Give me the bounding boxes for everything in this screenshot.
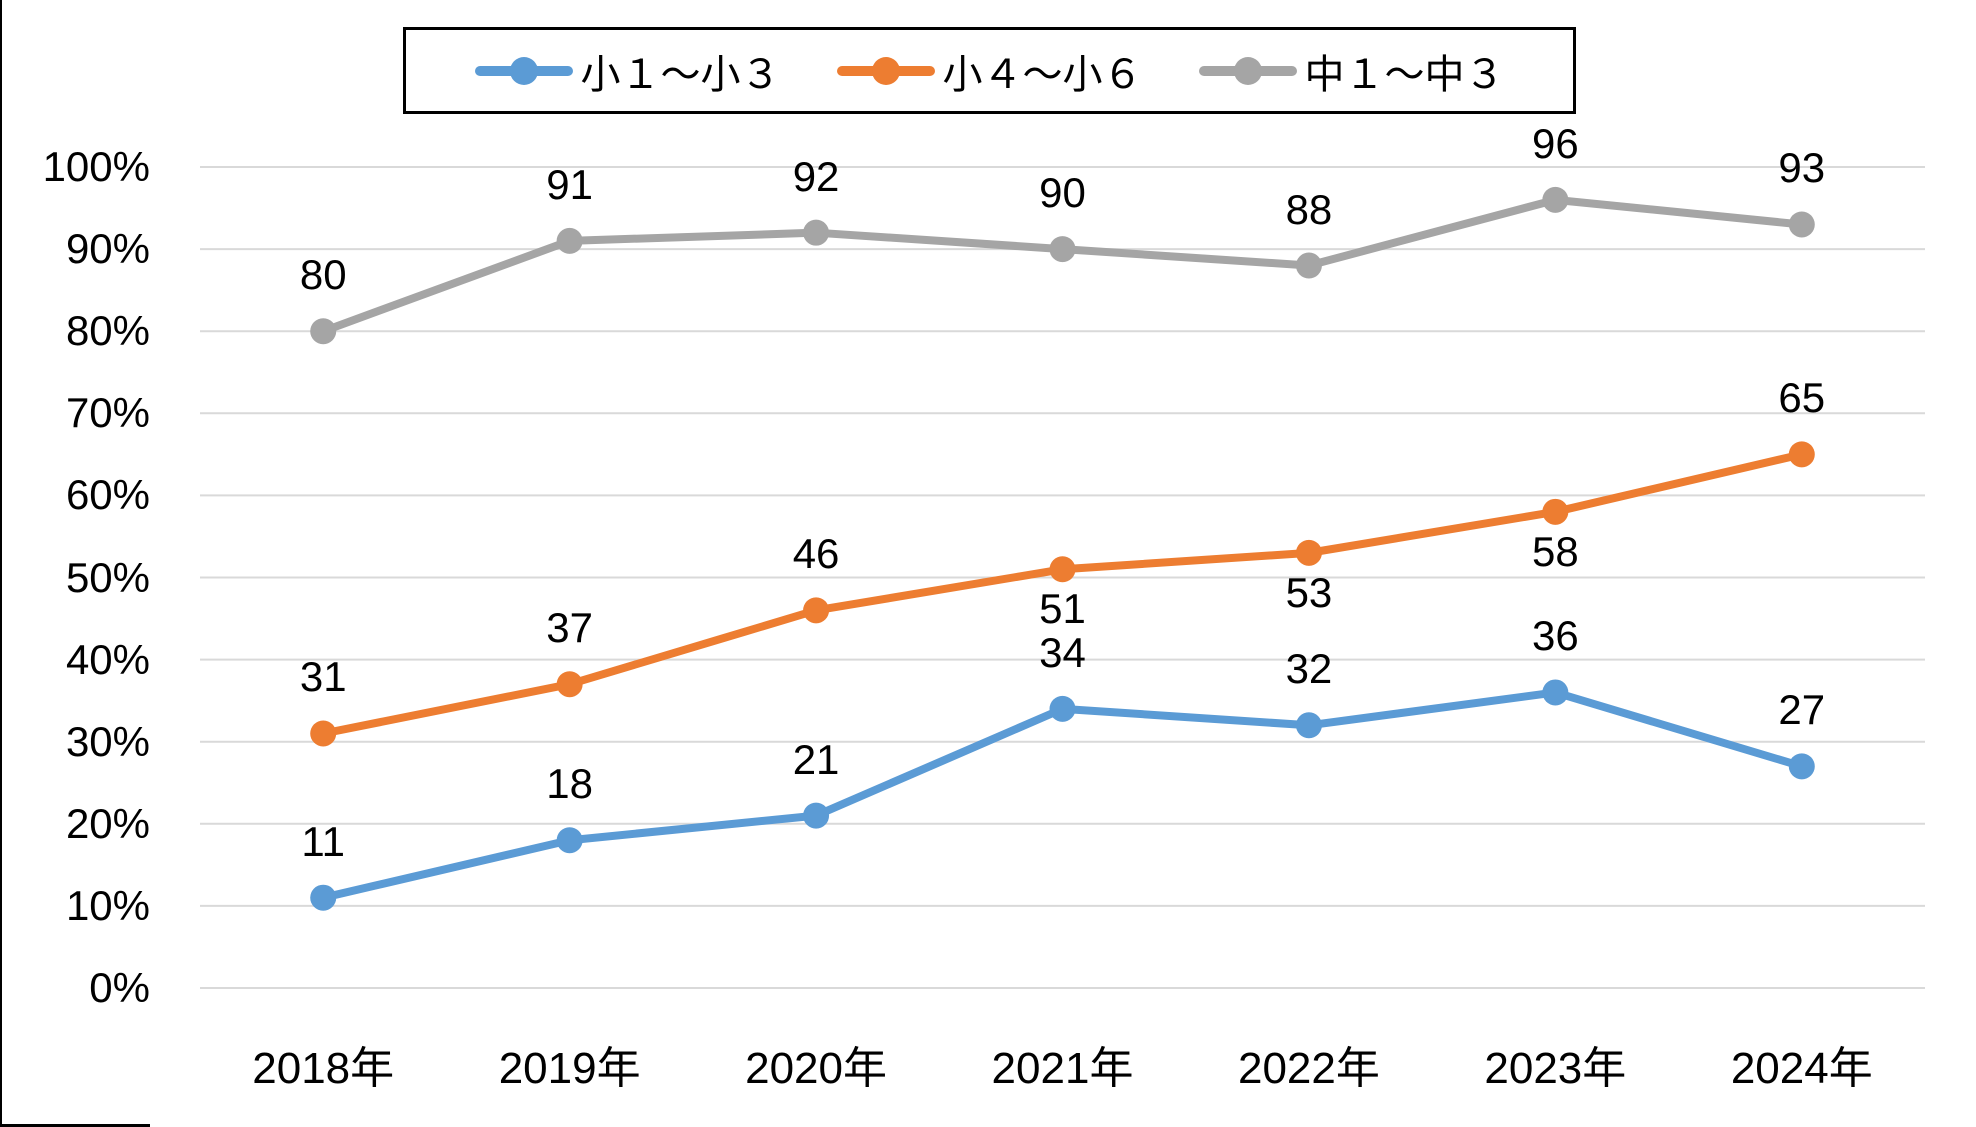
y-tick-label: 30% (65, 717, 150, 765)
x-tick-label: 2022年 (1237, 1044, 1380, 1093)
data-point-marker (803, 597, 830, 624)
data-point-label: 11 (301, 817, 346, 865)
data-point-label: 37 (546, 604, 593, 652)
data-point-label: 31 (299, 653, 347, 701)
data-point-label: 96 (1531, 119, 1579, 167)
x-tick-label: 2024年 (1730, 1044, 1873, 1093)
legend-label: 小４～小６ (942, 52, 1143, 97)
y-tick-label: 40% (65, 635, 150, 683)
x-tick-label: 2019年 (498, 1044, 641, 1093)
data-point-label: 34 (1039, 628, 1086, 676)
data-point-marker (1788, 211, 1815, 238)
legend-item: 小１～小３ (474, 42, 781, 100)
data-point-label: 58 (1531, 527, 1579, 575)
y-tick-label: 70% (65, 389, 150, 437)
data-point-marker (556, 827, 583, 854)
x-tick-label: 2021年 (991, 1044, 1134, 1093)
data-point-label: 21 (792, 735, 840, 783)
data-point-label: 88 (1285, 185, 1333, 233)
series-line (319, 688, 1806, 902)
data-point-label: 91 (546, 160, 593, 208)
data-point-marker (1295, 539, 1322, 566)
data-point-label: 27 (1778, 686, 1826, 734)
data-point-marker (803, 802, 830, 829)
data-point-label: 51 (1039, 585, 1086, 633)
bottom-left-edge-line (0, 1124, 150, 1127)
legend-line-marker-icon (474, 56, 573, 86)
y-tick-label: 50% (65, 553, 150, 601)
left-edge-line (0, 0, 2, 1127)
legend-item: 中１～中３ (1198, 42, 1505, 100)
data-point-marker (1295, 252, 1322, 279)
y-tick-label: 60% (65, 471, 150, 519)
data-point-label: 36 (1531, 612, 1579, 660)
data-point-marker (1049, 556, 1076, 583)
legend-line-marker-icon (836, 56, 935, 86)
series-line (319, 195, 1806, 336)
data-point-label: 90 (1039, 169, 1086, 217)
data-point-marker (1542, 498, 1569, 525)
x-tick-label: 2018年 (252, 1044, 395, 1093)
data-point-label: 18 (546, 760, 593, 808)
data-point-marker (1542, 679, 1569, 706)
x-tick-label: 2023年 (1484, 1044, 1627, 1093)
data-point-marker (803, 219, 830, 246)
chart-legend: 小１～小３ 小４～小６ 中１～中３ (403, 27, 1576, 114)
data-point-marker (1049, 236, 1076, 263)
legend-label: 中１～中３ (1304, 52, 1505, 97)
data-point-marker (1788, 753, 1815, 780)
y-tick-label: 80% (65, 307, 150, 355)
data-point-marker (1295, 712, 1322, 739)
data-point-label: 53 (1285, 568, 1333, 616)
data-point-marker (310, 318, 337, 345)
data-point-label: 32 (1285, 645, 1333, 693)
y-tick-label: 90% (65, 225, 150, 273)
legend-line-marker-icon (1198, 56, 1297, 86)
data-point-label: 93 (1778, 144, 1826, 192)
y-tick-label: 20% (65, 799, 150, 847)
data-point-marker (556, 671, 583, 698)
data-point-marker (1542, 186, 1569, 213)
data-point-marker (1049, 695, 1076, 722)
y-tick-label: 0% (89, 964, 150, 1011)
y-tick-label: 100% (42, 143, 150, 190)
y-tick-label: 10% (65, 881, 150, 929)
data-point-marker (556, 227, 583, 254)
data-point-label: 46 (792, 530, 840, 578)
data-point-marker (310, 720, 337, 747)
x-tick-label: 2020年 (745, 1044, 888, 1093)
data-point-label: 65 (1778, 374, 1826, 422)
legend-label: 小１～小３ (580, 52, 781, 97)
legend-item: 小４～小６ (836, 42, 1143, 100)
data-point-marker (1788, 441, 1815, 468)
data-point-label: 92 (792, 152, 840, 200)
data-point-label: 80 (299, 251, 347, 299)
data-point-marker (310, 884, 337, 911)
